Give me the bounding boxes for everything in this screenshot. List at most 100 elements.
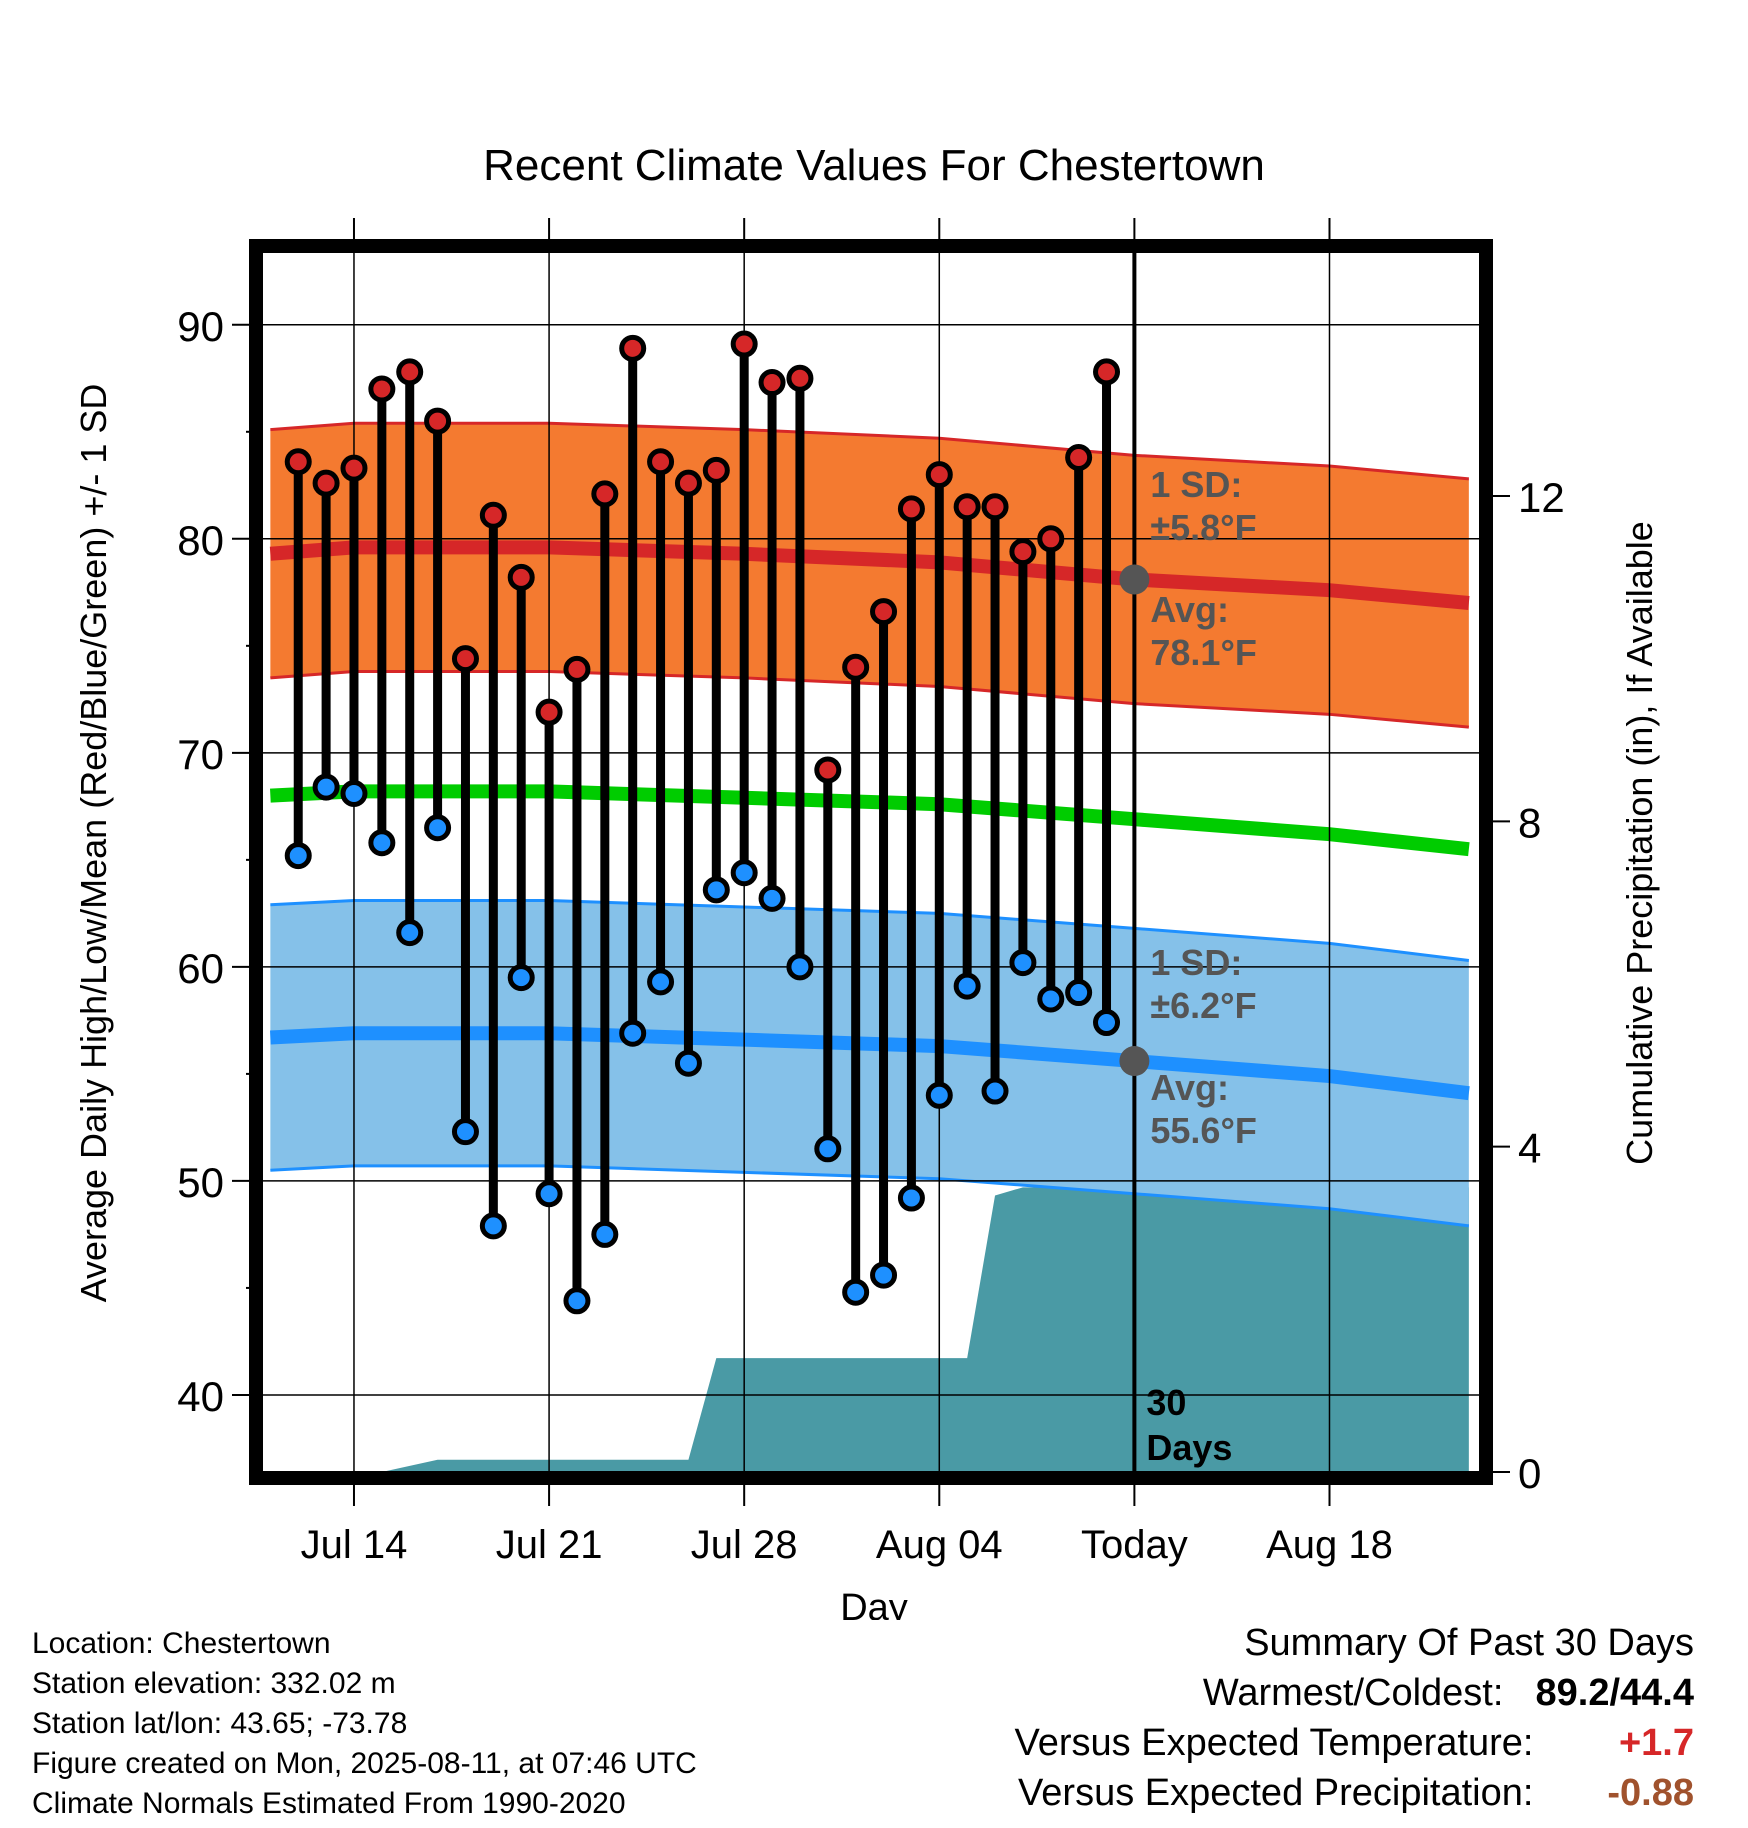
plot-frame	[249, 239, 1493, 1485]
high-point	[953, 493, 981, 521]
low-point	[396, 919, 424, 947]
normal-low-band-lower-edge	[270, 1164, 1470, 1228]
summary-panel: Summary Of Past 30 Days Warmest/Coldest:…	[1015, 1618, 1694, 1818]
y-tick-label: 60	[177, 945, 224, 992]
normal-low-mean-line	[270, 1026, 1470, 1101]
x-tick-label: Jul 28	[691, 1523, 798, 1567]
chart-title: Recent Climate Values For Chestertown	[483, 141, 1265, 190]
normal-mean-line	[270, 784, 1470, 857]
days-label: Days	[1146, 1427, 1232, 1468]
y-tick-label: 40	[177, 1373, 224, 1420]
low-point	[814, 1135, 842, 1163]
high-point	[925, 461, 953, 489]
today-low-avg-marker	[1119, 1046, 1150, 1077]
high-point	[479, 501, 507, 529]
footer-location: Location: Chestertown	[32, 1627, 331, 1660]
warmest-coldest-value: 89.2/44.4	[1535, 1672, 1694, 1714]
station-info: Location: Chestertown Station elevation:…	[32, 1624, 697, 1824]
high-point	[981, 493, 1009, 521]
low-avg-label: Avg:	[1150, 1067, 1229, 1108]
low-point	[563, 1287, 591, 1315]
y2-tick-label: 8	[1518, 799, 1541, 846]
high-point	[1065, 443, 1093, 471]
low-avg-value: 55.6°F	[1150, 1110, 1256, 1151]
low-point	[897, 1184, 925, 1212]
y-tick-label: 70	[177, 731, 224, 778]
normal-low-band	[270, 900, 1469, 1226]
low-point	[702, 876, 730, 904]
high-point	[814, 756, 842, 784]
normal-high-mean-line	[269, 540, 1470, 610]
low-point	[591, 1220, 619, 1248]
low-point	[535, 1180, 563, 1208]
high-point	[1009, 538, 1037, 566]
normal-low-band-upper-edge	[270, 899, 1470, 962]
summary-warmest-coldest: Warmest/Coldest: 89.2/44.4	[1015, 1668, 1694, 1718]
low-point	[507, 964, 535, 992]
high-point	[591, 480, 619, 508]
footer-elevation: Station elevation: 332.02 m	[32, 1667, 396, 1700]
normal-high-band-upper-edge	[270, 421, 1469, 481]
low-point	[647, 968, 675, 996]
climate-chart: Recent Climate Values For Chestertown 1 …	[73, 141, 1660, 1620]
summary-title: Summary Of Past 30 Days	[1244, 1622, 1694, 1664]
today-high-avg-marker	[1119, 564, 1150, 595]
precip-area	[270, 1187, 1469, 1472]
low-point	[619, 1019, 647, 1047]
low-point	[451, 1118, 479, 1146]
y-axis-label: Average Daily High/Low/Mean (Red/Blue/Gr…	[73, 384, 114, 1303]
high-point	[758, 369, 786, 397]
high-point	[340, 454, 368, 482]
low-point	[953, 972, 981, 1000]
high-avg-label: Avg:	[1150, 589, 1229, 630]
low-point	[925, 1081, 953, 1109]
x-axis-label: Day	[840, 1587, 908, 1620]
temperature-label: Versus Expected Temperature:	[1014, 1722, 1534, 1764]
y-tick-label: 50	[177, 1159, 224, 1206]
footer-latlon: Station lat/lon: 43.65; -73.78	[32, 1707, 408, 1740]
high-point	[312, 469, 340, 497]
low-point	[758, 884, 786, 912]
high-point	[1093, 358, 1121, 386]
x-tick-label: Aug 04	[876, 1523, 1003, 1567]
low-point	[730, 859, 758, 887]
high-point	[424, 407, 452, 435]
high-sd-label: 1 SD:	[1150, 464, 1242, 505]
x-tick-label: Jul 14	[301, 1523, 408, 1567]
x-tick-label: Jul 21	[496, 1523, 603, 1567]
high-point	[507, 563, 535, 591]
low-point	[479, 1212, 507, 1240]
high-point	[451, 645, 479, 673]
low-point	[312, 773, 340, 801]
high-point	[563, 655, 591, 683]
y-tick-label: 80	[177, 517, 224, 564]
high-point	[535, 698, 563, 726]
precipitation-value: -0.88	[1607, 1772, 1694, 1814]
high-point	[870, 598, 898, 626]
plot-inner	[262, 252, 1480, 1472]
low-sd-label: 1 SD:	[1150, 942, 1242, 983]
days-count: 30	[1146, 1382, 1186, 1423]
y2-axis-label: Cumulative Precipitation (in), If Availa…	[1619, 521, 1660, 1165]
low-point	[368, 829, 396, 857]
low-sd-value: ±6.2°F	[1150, 985, 1256, 1026]
high-point	[674, 469, 702, 497]
low-point	[1093, 1009, 1121, 1037]
low-point	[340, 780, 368, 808]
high-avg-value: 78.1°F	[1150, 632, 1256, 673]
temperature-value: +1.7	[1618, 1722, 1694, 1764]
low-point	[284, 842, 312, 870]
y2-tick-label: 4	[1518, 1125, 1541, 1172]
precipitation-label: Versus Expected Precipitation:	[1018, 1772, 1534, 1814]
summary-temperature: Versus Expected Temperature: +1.7	[1015, 1718, 1694, 1768]
high-point	[368, 375, 396, 403]
high-point	[1037, 525, 1065, 553]
low-point	[1009, 949, 1037, 977]
footer-normals: Climate Normals Estimated From 1990-2020	[32, 1787, 626, 1820]
normal-high-band-lower-edge	[270, 670, 1469, 729]
high-point	[897, 495, 925, 523]
high-point	[786, 364, 814, 392]
low-point	[870, 1261, 898, 1289]
high-point	[396, 358, 424, 386]
